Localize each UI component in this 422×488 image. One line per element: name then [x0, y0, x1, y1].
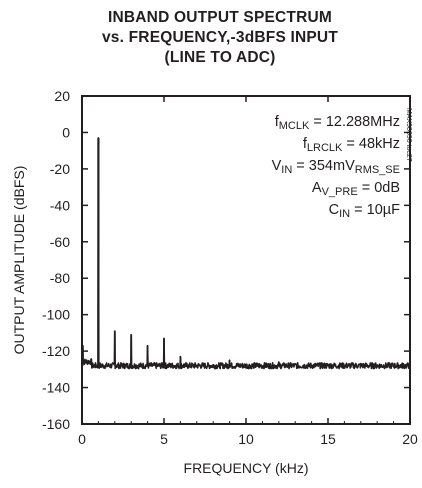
y-tick-label: -40 [50, 197, 70, 213]
x-tick-label: 20 [402, 431, 418, 447]
y-tick-label: -120 [42, 343, 70, 359]
chart-title-line-3: (LINE TO ADC) [164, 49, 276, 66]
x-axis-ticks: 0 5 10 15 20 [78, 96, 418, 447]
x-tick-label: 15 [320, 431, 336, 447]
y-tick-label: -20 [50, 161, 70, 177]
condition-line: CIN = 10µF [329, 202, 400, 220]
x-axis-label: FREQUENCY (kHz) [184, 460, 309, 476]
y-tick-label: -100 [42, 307, 70, 323]
condition-line: fLRCLK = 48kHz [303, 136, 400, 154]
y-tick-label: 0 [62, 124, 70, 140]
spectrum-trace [81, 137, 411, 370]
harmonic-peaks [81, 137, 280, 366]
annotation-box [252, 106, 402, 232]
condition-line: AV_PRE = 0dB [312, 180, 400, 198]
condition-line: VIN = 354mVRMS_SE [272, 158, 400, 176]
y-tick-label: -60 [50, 234, 70, 250]
x-tick-label: 0 [78, 431, 86, 447]
y-tick-label: -140 [42, 380, 70, 396]
chart-title: INBAND OUTPUT SPECTRUM vs. FREQUENCY,-3d… [40, 8, 400, 68]
y-tick-label: -80 [50, 270, 70, 286]
test-conditions: fMCLK = 12.288MHz fLRCLK = 48kHz VIN = 354… [272, 114, 401, 220]
figure-code: MAX98090 toc27 [405, 108, 412, 162]
y-tick-label: -160 [42, 416, 70, 432]
condition-line: fMCLK = 12.288MHz [275, 114, 400, 132]
y-axis-ticks: 20 0 -20 -40 -60 -80 -100 -120 -140 -160 [42, 88, 410, 432]
x-tick-label: 10 [238, 431, 254, 447]
y-axis-label: OUTPUT AMPLITUDE (dBFS) [11, 166, 27, 355]
chart-title-line-2: vs. FREQUENCY,-3dBFS INPUT [101, 29, 338, 46]
chart-title-line-1: INBAND OUTPUT SPECTRUM [108, 9, 332, 26]
x-tick-label: 5 [160, 431, 168, 447]
y-tick-label: 20 [54, 88, 70, 104]
